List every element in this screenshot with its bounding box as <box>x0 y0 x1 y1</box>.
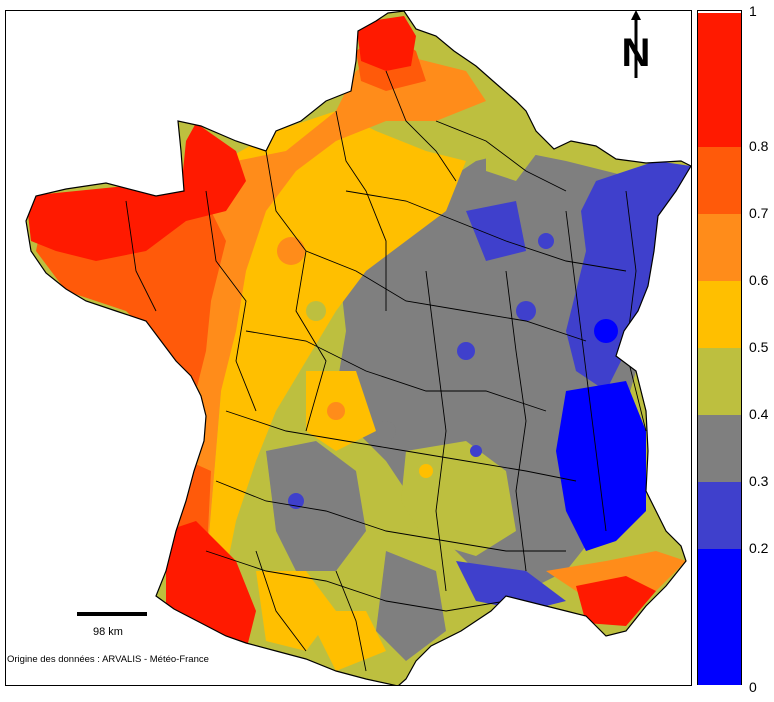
north-arrow-icon: N <box>622 10 651 78</box>
legend-band <box>698 549 741 685</box>
legend-tick-label: 1 <box>749 3 757 19</box>
legend-band <box>698 281 741 348</box>
legend-tick-label: 0.7 <box>749 205 769 221</box>
france-map <box>25 11 691 685</box>
legend-band <box>698 147 741 214</box>
scale-label: 98 km <box>93 626 123 638</box>
legend-band <box>698 482 741 549</box>
legend-tick-label: 0 <box>749 679 757 695</box>
legend-tick-label: 0.6 <box>749 272 769 288</box>
source-note: Origine des données : ARVALIS - Météo-Fr… <box>7 654 209 665</box>
legend-band <box>698 348 741 415</box>
legend-tick-label: 0.3 <box>749 473 769 489</box>
legend-band <box>698 13 741 147</box>
legend-tick-label: 0.2 <box>749 540 769 556</box>
legend-band <box>698 214 741 281</box>
map-frame <box>5 10 692 686</box>
scale-bar <box>77 612 147 616</box>
north-label: N <box>622 31 651 75</box>
legend-tick-label: 0.4 <box>749 406 769 422</box>
legend-tick-label: 0.8 <box>749 138 769 154</box>
legend-band <box>698 415 741 482</box>
color-legend <box>697 10 742 685</box>
legend-tick-label: 0.5 <box>749 339 769 355</box>
